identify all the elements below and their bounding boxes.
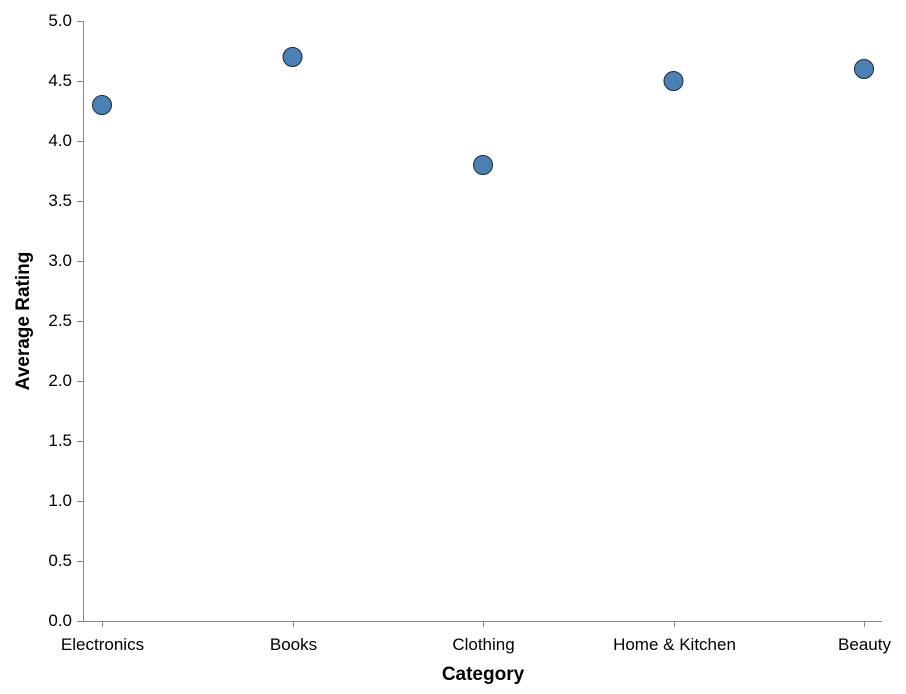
y-tick-label: 5.0 <box>48 11 72 30</box>
x-tick-label: Clothing <box>452 635 514 654</box>
y-tick-label: 3.0 <box>48 251 72 270</box>
x-tick-label: Beauty <box>838 635 891 654</box>
y-tick-label: 0.5 <box>48 551 72 570</box>
x-axis-title: Category <box>442 664 525 685</box>
y-tick-label: 2.0 <box>48 371 72 390</box>
y-tick-label: 3.5 <box>48 191 72 210</box>
y-tick-label: 4.0 <box>48 131 72 150</box>
y-tick-label: 4.5 <box>48 71 72 90</box>
data-point <box>854 59 874 79</box>
data-point <box>282 47 303 67</box>
data-points <box>92 47 874 175</box>
data-point <box>92 95 112 115</box>
y-tick-label: 0.0 <box>48 611 72 630</box>
data-point <box>473 155 493 175</box>
y-axis-title: Average Rating <box>13 252 34 391</box>
y-tick-label: 1.0 <box>48 491 72 510</box>
y-axis: 0.0 0.5 1.0 1.5 2.0 2.5 3.0 3.5 4.0 4.5 5.0 <box>48 11 84 630</box>
x-tick-label: Home & Kitchen <box>613 635 736 654</box>
x-tick-label: Books <box>270 635 317 654</box>
x-axis: Electronics Books Clothing Home & Kitchen Be… <box>61 621 891 654</box>
x-tick-label: Electronics <box>61 635 144 654</box>
y-tick-label: 2.5 <box>48 311 72 330</box>
y-tick-label: 1.5 <box>48 431 72 450</box>
data-point <box>663 71 684 91</box>
